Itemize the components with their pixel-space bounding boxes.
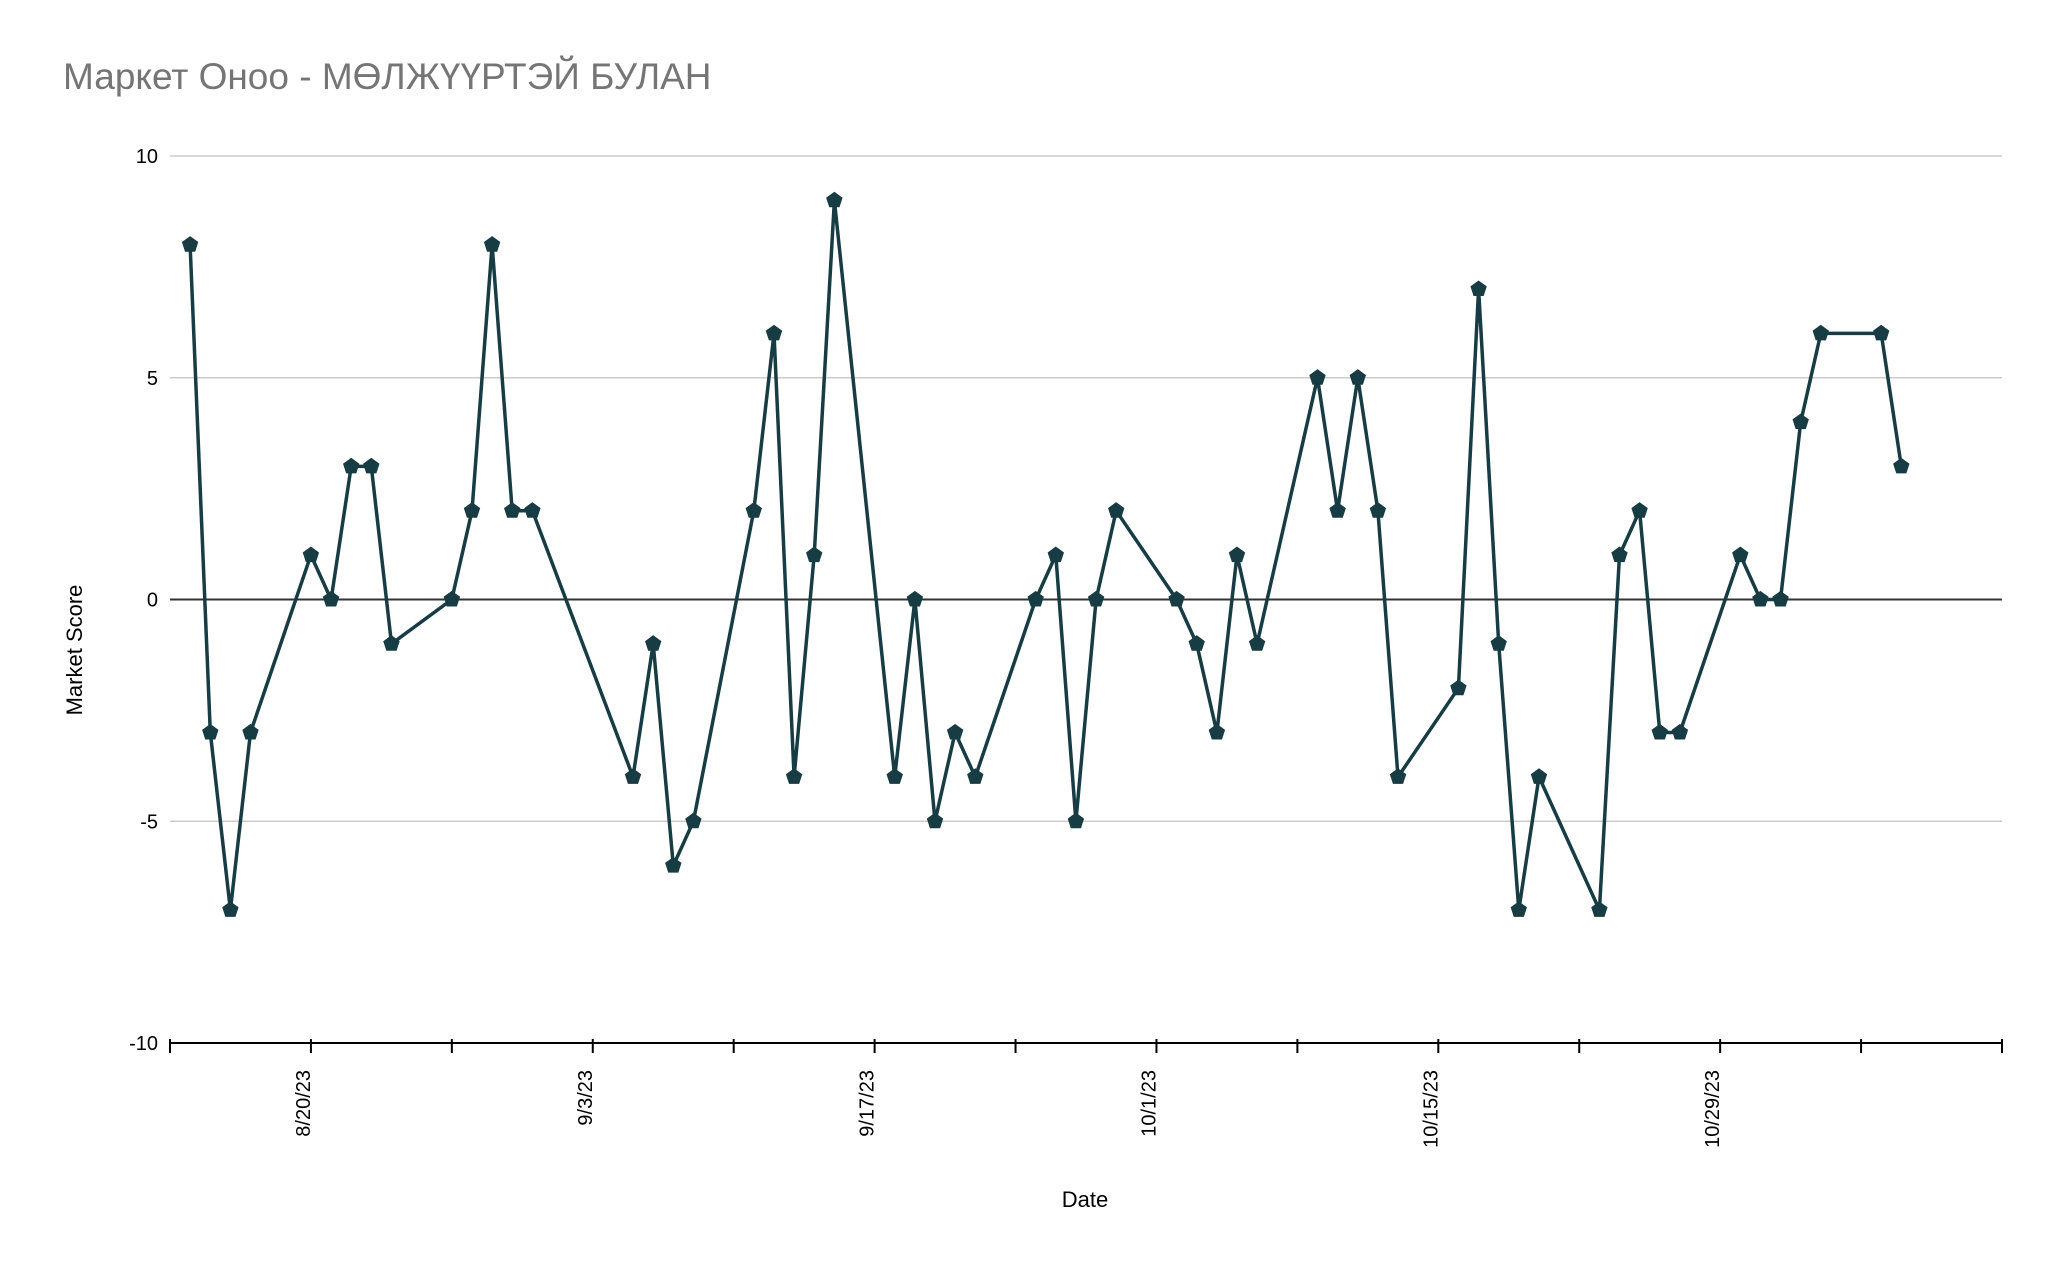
data-point: [1047, 546, 1064, 563]
data-point: [624, 768, 642, 784]
chart-title: Маркет Оноо - МӨЛЖҮҮРТЭЙ БУЛАН: [63, 56, 712, 97]
data-point: [383, 635, 400, 651]
y-tick-label: -5: [140, 811, 158, 833]
data-point: [1873, 324, 1890, 341]
data-point: [1792, 413, 1809, 430]
data-point: [1188, 635, 1205, 651]
data-point: [181, 236, 199, 252]
data-point: [242, 723, 259, 740]
data-point: [665, 856, 682, 873]
grid-lines: [170, 155, 2002, 822]
data-point: [1530, 768, 1548, 784]
data-point: [463, 502, 481, 518]
data-point: [1631, 502, 1648, 518]
data-point: [645, 635, 662, 651]
data-point: [1389, 768, 1407, 784]
data-point: [1349, 369, 1366, 385]
data-point: [1490, 635, 1507, 651]
data-point: [1027, 590, 1044, 607]
data-point: [1450, 679, 1467, 696]
data-point: [826, 191, 843, 208]
data-point: [1893, 457, 1910, 474]
data-point: [222, 901, 239, 917]
data-point: [765, 324, 783, 341]
x-axis-title: Date: [1062, 1187, 1108, 1212]
data-point: [745, 502, 762, 518]
data-point: [343, 457, 360, 474]
data-point: [1812, 324, 1829, 341]
y-tick-label: 10: [136, 146, 158, 168]
data-point: [946, 723, 964, 740]
data-point: [443, 590, 461, 607]
data-point: [1108, 502, 1125, 518]
data-point: [926, 812, 944, 829]
data-point: [1611, 546, 1628, 563]
data-point: [1309, 369, 1326, 385]
data-point: [202, 723, 219, 740]
data-point: [483, 236, 501, 252]
data-point: [1369, 502, 1387, 518]
data-point: [322, 590, 340, 607]
data-point: [1671, 723, 1689, 740]
data-point: [1591, 901, 1608, 917]
y-tick-label: -10: [129, 1033, 158, 1055]
data-point: [1651, 723, 1668, 740]
data-point: [1510, 901, 1527, 917]
data-point: [1752, 590, 1769, 607]
data-point: [906, 590, 924, 607]
data-point: [785, 768, 803, 784]
data-point: [886, 768, 903, 784]
data-point: [1772, 590, 1789, 607]
y-axis-title: Market Score: [62, 585, 87, 716]
data-point: [967, 768, 984, 784]
series-line: [188, 198, 1904, 912]
x-tick-label: 8/20/23: [293, 1070, 315, 1137]
data-point: [1470, 280, 1487, 296]
y-tick-label: 5: [147, 368, 158, 390]
data-point: [504, 502, 521, 518]
data-point: [302, 546, 320, 563]
x-tick-label: 9/17/23: [857, 1070, 879, 1137]
y-tick-label: 0: [147, 590, 158, 612]
data-point: [1168, 590, 1185, 607]
data-point: [1087, 590, 1105, 607]
data-point: [1248, 635, 1266, 651]
series: [181, 191, 1910, 917]
x-tick-label: 9/3/23: [575, 1070, 597, 1126]
data-point: [1329, 502, 1346, 518]
data-point: [1067, 812, 1085, 829]
data-point: [1732, 546, 1749, 563]
data-point: [1228, 546, 1246, 563]
x-tick-label: 10/29/23: [1702, 1070, 1724, 1148]
x-axis: 8/20/23 9/3/23 9/17/23 10/1/23 10/15/23 10/29…: [169, 1039, 2003, 1148]
x-tick-label: 10/15/23: [1420, 1070, 1442, 1148]
y-axis: 10 5 0 -5 -10: [129, 146, 158, 1055]
data-point: [806, 546, 823, 563]
data-point: [685, 812, 702, 829]
data-point: [524, 502, 541, 518]
x-tick-label: 10/1/23: [1138, 1070, 1160, 1137]
data-point: [363, 457, 380, 474]
data-point: [1208, 723, 1226, 740]
